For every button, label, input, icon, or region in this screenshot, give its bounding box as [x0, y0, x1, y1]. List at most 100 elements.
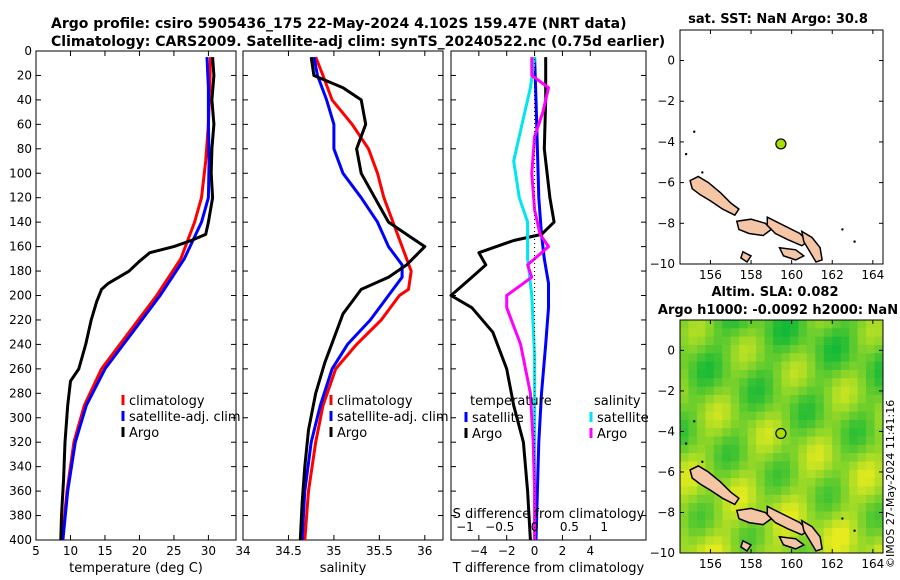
sla-cell	[739, 394, 749, 404]
sla-cell	[849, 544, 859, 553]
sla-cell	[806, 344, 816, 354]
series-line-t-argo	[449, 57, 556, 541]
sla-cell	[773, 486, 783, 496]
sla-cell	[815, 411, 825, 421]
sla-cell	[798, 403, 808, 413]
sla-cell	[874, 486, 883, 496]
sla-cell	[789, 336, 800, 346]
sla-cell	[866, 403, 876, 413]
sla-cell	[696, 528, 706, 537]
sla-cell	[832, 478, 842, 488]
sla-cell	[747, 394, 757, 404]
small-island	[693, 420, 696, 423]
sla-cell	[713, 453, 723, 463]
island-outline	[735, 218, 773, 237]
sla-cell	[722, 419, 732, 429]
sla-cell	[823, 328, 833, 338]
sla-cell	[857, 428, 867, 438]
island-outline	[778, 535, 806, 550]
y-tick-label: 260	[9, 362, 32, 376]
sla-cell	[823, 419, 833, 429]
sla-cell	[874, 336, 883, 346]
sla-cell	[739, 503, 749, 512]
sla-cell	[680, 378, 690, 388]
sla-cell	[874, 419, 883, 429]
sla-cell	[773, 461, 783, 471]
sla-cell	[713, 494, 723, 504]
sla-cell	[866, 411, 876, 421]
sla-cell	[874, 403, 883, 413]
y-tick-label: 120	[9, 191, 32, 205]
sla-cell	[823, 461, 833, 471]
sla-cell	[747, 486, 757, 496]
sla-cell	[730, 386, 740, 396]
sla-cell	[823, 469, 833, 479]
sla-cell	[722, 453, 732, 463]
sla-cell	[840, 353, 850, 363]
x-tick-label: 10	[63, 544, 78, 558]
sla-cell	[722, 528, 732, 537]
sla-cell	[696, 494, 706, 504]
sla-cell	[857, 469, 867, 479]
sla-cell	[756, 320, 766, 329]
x-tick-label: 15	[97, 544, 112, 558]
sla-cell	[815, 386, 825, 396]
sla-cell	[815, 453, 825, 463]
sla-cell	[857, 320, 867, 329]
y-tick-label: 0	[24, 44, 32, 58]
map-x-tick-label: 164	[861, 268, 884, 282]
top-x-tick-label: −0.5	[485, 520, 514, 534]
sla-cell	[713, 461, 723, 471]
sla-cell	[832, 528, 842, 537]
sla-cell	[781, 403, 791, 413]
sla-cell	[773, 328, 783, 338]
x-axis-label: T difference from climatology	[452, 561, 645, 576]
sla-cell	[866, 369, 876, 379]
sla-cell	[705, 544, 715, 553]
sla-cell	[713, 528, 723, 537]
map-x-tick-label: 158	[740, 557, 763, 571]
sla-cell	[730, 419, 740, 429]
map-x-tick-label: 156	[699, 268, 722, 282]
sla-cell	[756, 394, 766, 404]
sla-cell	[823, 528, 833, 537]
sla-cell	[857, 478, 867, 488]
sla-cell	[874, 511, 883, 521]
sla-cell	[806, 461, 816, 471]
sla-cell	[696, 369, 706, 379]
sla-cell	[739, 411, 749, 421]
sla-cell	[705, 320, 715, 329]
sla-cell	[857, 511, 867, 521]
sla-cell	[781, 444, 791, 454]
sla-cell	[866, 528, 876, 537]
sla-cell	[747, 536, 757, 546]
sla-cell	[806, 378, 816, 388]
sla-cell	[730, 444, 740, 454]
sla-cell	[688, 328, 698, 338]
sla-cell	[730, 361, 740, 371]
sla-cell	[874, 428, 883, 438]
sla-cell	[680, 461, 690, 471]
sla-cell	[874, 469, 883, 479]
sla-cell	[713, 511, 723, 521]
sla-cell	[730, 528, 740, 537]
sla-cell	[789, 511, 800, 521]
sla-cell	[688, 353, 698, 363]
sla-cell	[866, 320, 876, 329]
sla-cell	[798, 411, 808, 421]
sla-cell	[798, 486, 808, 496]
sla-map-title-2: Argo h1000: -0.0092 h2000: NaN	[658, 303, 898, 318]
y-tick-label: 200	[9, 289, 32, 303]
sla-cell	[789, 419, 800, 429]
sla-cell	[696, 511, 706, 521]
sla-cell	[688, 428, 698, 438]
sla-cell	[806, 544, 816, 553]
sla-cell	[747, 436, 757, 446]
sla-cell	[764, 386, 774, 396]
sla-cell	[849, 378, 859, 388]
sla-cell	[874, 353, 883, 363]
sla-cell	[798, 336, 808, 346]
sla-cell	[815, 486, 825, 496]
sla-cell	[815, 369, 825, 379]
sla-cell	[713, 328, 723, 338]
